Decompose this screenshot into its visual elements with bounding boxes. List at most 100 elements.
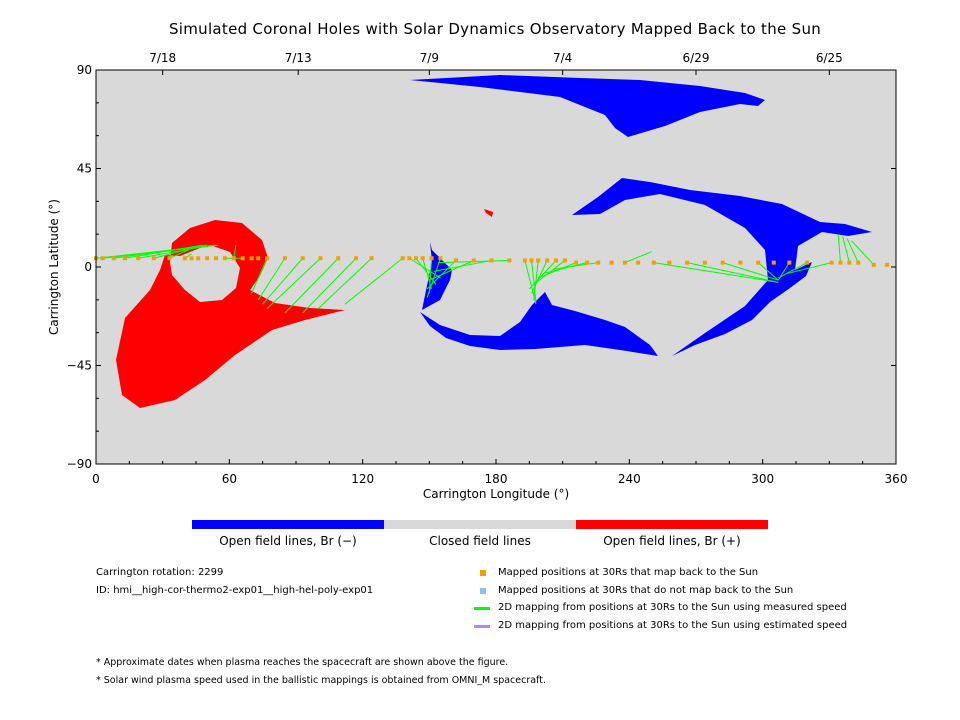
mapped-point-55: [805, 260, 810, 265]
mapping-trace-29: [533, 260, 539, 300]
mapped-point-23: [369, 256, 374, 261]
date-label-3: 7/4: [553, 51, 572, 65]
mapped-point-41: [585, 260, 590, 265]
mapped-point-3: [122, 256, 127, 261]
date-label-1: 7/13: [285, 51, 312, 65]
mapping-trace-38: [687, 262, 779, 283]
mapping-traces: [95, 234, 875, 314]
chart-title: Simulated Coronal Holes with Solar Dynam…: [168, 20, 822, 38]
mapped-point-9: [196, 256, 201, 261]
footnote-speed: * Solar wind plasma speed used in the ba…: [96, 675, 546, 686]
legend-label-estimated: 2D mapping from positions at 30Rs to the…: [498, 620, 848, 631]
mapped-point-59: [856, 260, 861, 265]
mapping-trace-46: [846, 238, 859, 263]
mapped-point-46: [651, 260, 656, 265]
mapped-point-47: [667, 260, 672, 265]
colorbar-positive: [576, 520, 768, 529]
legend-label-measured: 2D mapping from positions at 30Rs to the…: [498, 602, 847, 613]
mapping-trace-24: [429, 259, 474, 281]
mapped-point-2: [111, 256, 116, 261]
x-tick-label-6: 360: [885, 472, 908, 486]
mapped-point-20: [318, 256, 323, 261]
y-axis-label: Carrington Latitude (°): [47, 199, 61, 335]
mapped-point-26: [414, 256, 418, 261]
mapping-trace-28: [531, 260, 537, 303]
mapping-trace-34: [542, 262, 588, 275]
y-tick-label-3: −45: [67, 359, 92, 373]
date-label-0: 7/18: [149, 51, 176, 65]
mapping-trace-47: [851, 240, 875, 266]
colorbar-negative: [192, 520, 384, 529]
mapped-point-40: [574, 260, 578, 265]
legend-label-mapped: Mapped positions at 30Rs that map back t…: [498, 567, 759, 578]
date-label-2: 7/9: [420, 51, 439, 65]
run-id-text: ID: hmi__high-cor-thermo2-exp01__high-he…: [96, 585, 374, 596]
mapped-point-45: [636, 260, 641, 265]
mapped-point-4: [136, 256, 141, 261]
mapping-trace-40: [757, 262, 779, 281]
mapped-point-6: [167, 256, 172, 261]
mapped-point-24: [400, 256, 405, 261]
mapped-point-35: [529, 258, 534, 263]
mapped-point-25: [407, 256, 412, 261]
mapping-trace-32: [533, 260, 566, 285]
mapped-point-36: [536, 258, 541, 263]
mapped-point-28: [429, 256, 434, 261]
colorbar-label-negative: Open field lines, Br (−): [219, 534, 357, 548]
mapped-point-43: [609, 260, 614, 265]
mapped-point-30: [454, 258, 458, 263]
y-tick-label-1: 45: [77, 162, 92, 176]
mapped-point-37: [545, 258, 550, 263]
mapping-trace-16: [317, 257, 372, 309]
legend-swatch-mapped: [480, 570, 486, 576]
mapped-point-56: [829, 260, 834, 265]
mapping-trace-10: [251, 258, 268, 294]
mapped-point-22: [354, 256, 358, 261]
mapped-point-33: [507, 258, 512, 263]
mapped-point-50: [720, 260, 725, 265]
mapped-point-53: [771, 260, 776, 265]
mapped-point-18: [282, 256, 287, 261]
footnote-dates: * Approximate dates when plasma reaches …: [96, 657, 509, 668]
mapped-point-11: [214, 256, 218, 261]
mapping-trace-42: [777, 262, 808, 279]
y-tick-label-2: 0: [84, 260, 92, 274]
mapped-point-16: [256, 256, 261, 261]
mapping-trace-15: [302, 257, 357, 314]
x-tick-label-4: 240: [618, 472, 641, 486]
mapping-trace-43: [786, 262, 832, 275]
mapping-trace-8: [233, 245, 237, 259]
x-axis-label: Carrington Longitude (°): [423, 487, 569, 501]
mapping-trace-3: [124, 244, 203, 259]
mapped-point-57: [838, 260, 843, 265]
plot-axes: 0 60 120 180 240 300 360 Carrington Longitude (…: [47, 51, 907, 501]
colorbar-label-positive: Open field lines, Br (+): [603, 534, 741, 548]
mapping-trace-36: [624, 251, 652, 264]
hole-southern-ring: [116, 220, 345, 408]
mapping-trace-44: [837, 234, 841, 263]
coronal-hole-regions: [116, 75, 872, 408]
mapping-trace-37: [653, 262, 779, 283]
mapping-trace-39: [722, 262, 779, 281]
mapped-point-52: [756, 260, 761, 265]
y-tick-label-0: 90: [77, 63, 92, 77]
legend-swatch-unmapped: [480, 588, 486, 594]
legend-swatch-estimated: [474, 625, 490, 628]
mapping-trace-11: [257, 257, 286, 301]
mapping-trace-6: [169, 249, 190, 259]
mapped-point-19: [300, 256, 305, 261]
legend-label-unmapped: Mapped positions at 30Rs that do not map…: [498, 585, 794, 596]
hole-equatorial-ring: [420, 292, 658, 356]
mapped-point-13: [231, 256, 236, 261]
mapped-point-8: [189, 256, 194, 261]
mapping-trace-35: [553, 262, 599, 270]
mapping-trace-30: [531, 260, 548, 294]
x-tick-label-1: 60: [222, 472, 237, 486]
mapping-trace-21: [428, 258, 433, 294]
mapped-point-54: [787, 260, 792, 265]
x-tick-label-2: 120: [351, 472, 374, 486]
mapped-point-10: [205, 256, 210, 261]
mapped-point-32: [489, 258, 494, 263]
hole-small-positive: [484, 209, 493, 217]
x-tick-label-5: 300: [751, 472, 774, 486]
